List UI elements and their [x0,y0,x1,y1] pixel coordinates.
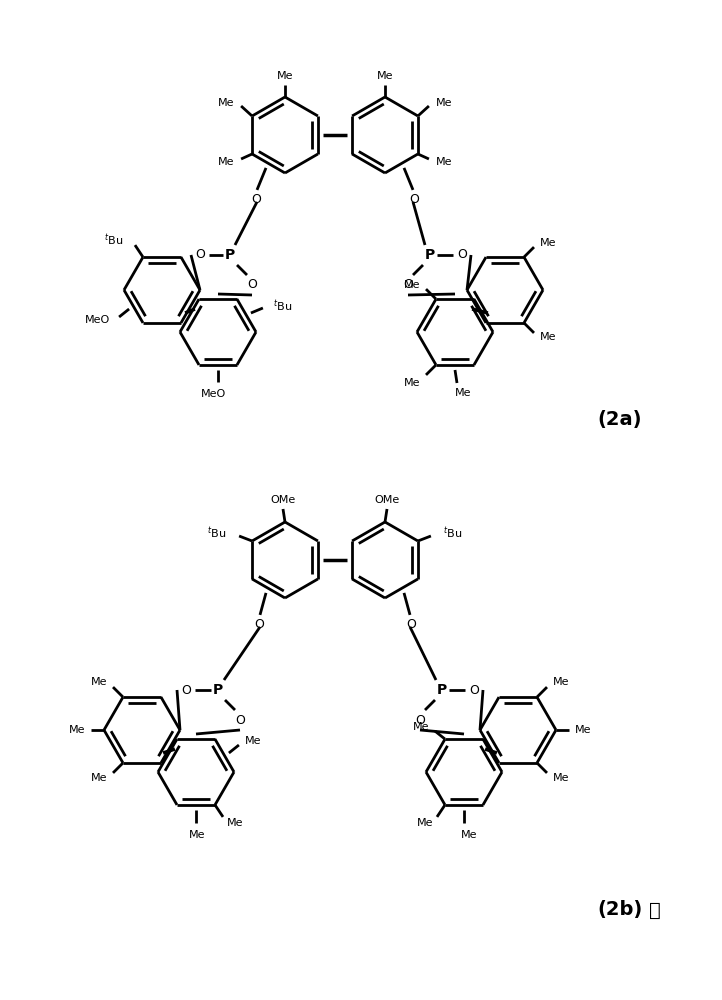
Text: O: O [251,193,261,206]
Text: Me: Me [377,71,393,81]
Text: O: O [235,714,245,726]
Text: OMe: OMe [375,495,399,505]
Text: Me: Me [277,71,293,81]
Text: O: O [254,618,264,631]
Text: O: O [247,278,257,292]
Text: P: P [425,248,435,262]
Text: (2b): (2b) [597,900,643,920]
Text: Me: Me [227,818,243,828]
Text: O: O [403,278,413,292]
Text: 。: 。 [649,900,661,920]
Text: Me: Me [455,388,471,398]
Text: Me: Me [404,280,420,290]
Text: $^t$Bu: $^t$Bu [105,232,123,248]
Text: P: P [437,683,447,697]
Text: P: P [213,683,223,697]
Text: P: P [225,248,235,262]
Text: Me: Me [69,725,85,735]
Text: $^t$Bu: $^t$Bu [207,525,227,541]
Text: Me: Me [553,677,569,687]
Text: O: O [469,684,479,696]
Text: O: O [457,248,467,261]
Text: Me: Me [540,332,556,342]
Text: O: O [181,684,191,696]
Text: O: O [409,193,419,206]
Text: OMe: OMe [270,495,295,505]
Text: Me: Me [218,98,235,108]
Text: Me: Me [188,830,205,840]
Text: Me: Me [91,773,108,783]
Text: Me: Me [404,378,420,388]
Text: Me: Me [575,725,591,735]
Text: Me: Me [461,830,477,840]
Text: Me: Me [540,238,556,248]
Text: MeO: MeO [84,315,110,325]
Text: Me: Me [417,818,433,828]
Text: Me: Me [245,736,261,746]
Text: $^t$Bu: $^t$Bu [274,298,292,314]
Text: Me: Me [218,157,235,167]
Text: Me: Me [435,98,452,108]
Text: (2a): (2a) [598,410,643,430]
Text: Me: Me [91,677,108,687]
Text: $^t$Bu: $^t$Bu [443,525,463,541]
Text: O: O [406,618,416,631]
Text: O: O [195,248,205,261]
Text: O: O [415,714,425,726]
Text: MeO: MeO [201,389,227,399]
Text: Me: Me [435,157,452,167]
Text: Me: Me [553,773,569,783]
Text: Me: Me [413,722,430,732]
